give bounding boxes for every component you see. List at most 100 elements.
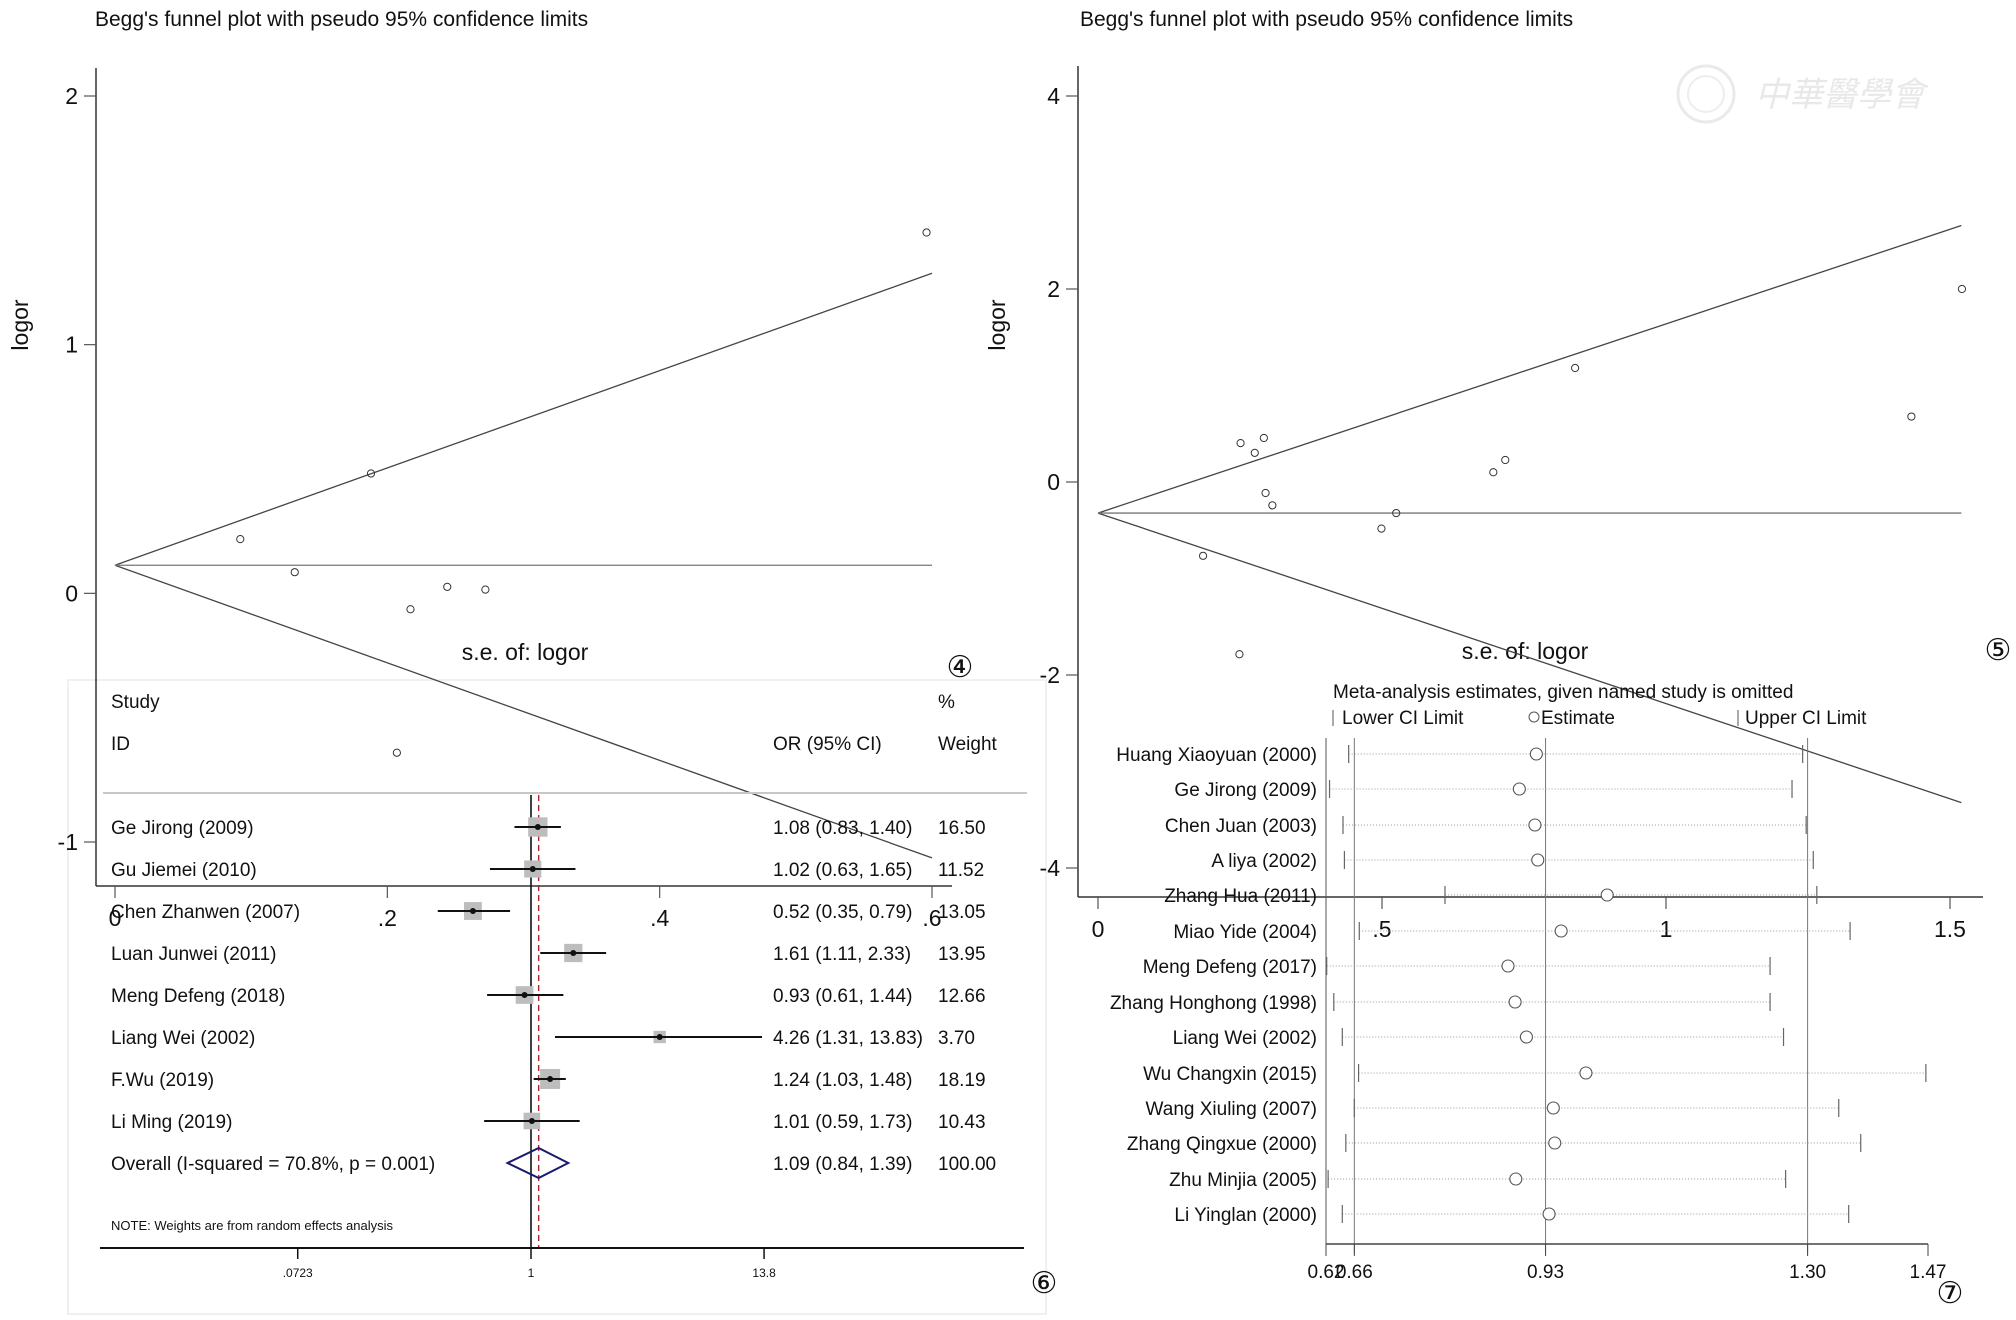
lower-confidence-limit xyxy=(1097,512,1962,804)
estimate-marker xyxy=(1512,782,1526,796)
study-or-ci: 0.93 (0.61, 1.44) xyxy=(773,986,912,1007)
study-point xyxy=(1489,468,1498,477)
study-name: Gu Jiemei (2010) xyxy=(111,860,257,881)
study-or-ci: 4.26 (1.31, 13.83) xyxy=(773,1028,923,1049)
seal-inner-ring xyxy=(1687,75,1725,113)
omitted-study-name: Chen Juan (2003) xyxy=(1165,816,1317,837)
study-or-ci: 1.02 (0.63, 1.65) xyxy=(773,860,912,881)
study-point xyxy=(1198,551,1208,560)
estimate-marker xyxy=(1600,888,1614,902)
header-study: Study xyxy=(111,692,160,713)
study-point-estimate xyxy=(529,866,536,872)
y-tick-label: -4 xyxy=(1040,855,1061,881)
study-point xyxy=(481,585,490,594)
footnote: NOTE: Weights are from random effects an… xyxy=(111,1218,394,1233)
funnel-plot-4: Begg's funnel plot with pseudo 95% confi… xyxy=(7,8,973,931)
omitted-study-name: Zhang Hua (2011) xyxy=(1164,886,1317,907)
study-or-ci: 1.01 (0.59, 1.73) xyxy=(773,1112,912,1133)
study-point xyxy=(1268,501,1277,510)
study-weight: 12.66 xyxy=(938,986,986,1007)
study-point xyxy=(1907,412,1916,421)
y-tick-label: -1 xyxy=(58,829,78,855)
study-point xyxy=(290,568,299,577)
study-point xyxy=(1501,455,1510,465)
y-tick-label: 2 xyxy=(1047,276,1060,302)
estimate-marker xyxy=(1542,1207,1556,1221)
study-point xyxy=(1377,524,1386,533)
header-percent: % xyxy=(938,692,955,713)
study-or-ci: 1.08 (0.83, 1.40) xyxy=(773,818,912,839)
legend-estimate-marker xyxy=(1528,711,1540,723)
x-tick-label: 1 xyxy=(528,1266,535,1280)
legend-lower-label: Lower CI Limit xyxy=(1342,708,1464,729)
overall-weight: 100.00 xyxy=(938,1154,996,1175)
overall-diamond xyxy=(505,1146,571,1180)
x-tick-label: 0.62 xyxy=(1308,1262,1345,1283)
overall-or-ci: 1.09 (0.84, 1.39) xyxy=(773,1154,912,1175)
x-tick-label: .4 xyxy=(650,905,669,931)
x-tick-label: 1.5 xyxy=(1934,916,1966,942)
omitted-study-name: Zhang Honghong (1998) xyxy=(1110,993,1317,1014)
y-tick-label: 0 xyxy=(65,580,78,606)
omitted-study-name: Zhu Minjia (2005) xyxy=(1169,1170,1317,1191)
study-point xyxy=(392,748,401,757)
study-name: Li Ming (2019) xyxy=(111,1112,232,1133)
study-point-estimate xyxy=(656,1034,663,1040)
estimate-marker xyxy=(1529,747,1543,761)
study-point xyxy=(922,228,931,237)
study-name: Meng Defeng (2018) xyxy=(111,986,285,1007)
forest-panel-frame xyxy=(67,679,1047,1315)
study-point xyxy=(1259,433,1268,443)
study-or-ci: 0.52 (0.35, 0.79) xyxy=(773,902,912,923)
study-weight: 18.19 xyxy=(938,1070,986,1091)
study-point-estimate xyxy=(534,824,541,830)
study-point xyxy=(236,535,245,544)
x-tick-label: 0 xyxy=(109,905,122,931)
study-point xyxy=(1236,439,1245,448)
study-name: Liang Wei (2002) xyxy=(111,1028,255,1049)
estimate-marker xyxy=(1554,924,1568,938)
study-weight: 13.05 xyxy=(938,902,986,923)
study-name: Ge Jirong (2009) xyxy=(111,818,254,839)
x-tick-label: 13.8 xyxy=(752,1266,776,1280)
study-weight: 13.95 xyxy=(938,944,986,965)
association-seal-icon xyxy=(1676,64,1736,124)
panel-number-6: ⑥ xyxy=(1031,1266,1058,1301)
header-weight: Weight xyxy=(938,734,998,755)
study-point xyxy=(406,605,415,614)
study-weight: 10.43 xyxy=(938,1112,986,1133)
study-name: Chen Zhanwen (2007) xyxy=(111,902,300,923)
study-point-estimate xyxy=(469,908,476,914)
forest-plot-6: Study ID OR (95% CI) % Weight NOTE: Weig… xyxy=(100,692,1057,1301)
panel-number-5: ⑤ xyxy=(1985,633,2012,668)
watermark-text: 中華醫學會 xyxy=(1755,75,1930,115)
lower-confidence-limit xyxy=(114,564,933,859)
study-point xyxy=(366,469,376,478)
omitted-study-name: Miao Yide (2004) xyxy=(1173,922,1317,943)
x-tick-label: 0.93 xyxy=(1527,1262,1564,1283)
study-or-ci: 1.24 (1.03, 1.48) xyxy=(773,1070,912,1091)
x-tick-label: 0.66 xyxy=(1336,1262,1373,1283)
chart-title: Meta-analysis estimates, given named stu… xyxy=(1333,682,1793,703)
estimate-marker xyxy=(1546,1101,1560,1115)
study-name: F.Wu (2019) xyxy=(111,1070,214,1091)
y-tick-label: 4 xyxy=(1047,83,1060,109)
y-tick-label: 0 xyxy=(1047,469,1060,495)
study-point xyxy=(1250,448,1259,457)
chart-title: Begg's funnel plot with pseudo 95% confi… xyxy=(1080,8,1573,31)
panel-number-7: ⑦ xyxy=(1937,1276,1964,1311)
study-weight: 16.50 xyxy=(938,818,986,839)
study-or-ci: 1.61 (1.11, 2.33) xyxy=(773,944,911,965)
study-point xyxy=(443,582,452,591)
legend-upper-label: Upper CI Limit xyxy=(1745,708,1867,729)
estimate-marker xyxy=(1531,853,1545,867)
y-axis-label: logor xyxy=(984,299,1010,350)
study-point-estimate xyxy=(570,950,577,956)
panel-number-4: ④ xyxy=(947,650,974,685)
y-tick-label: -2 xyxy=(1040,662,1060,688)
x-tick-label: .0723 xyxy=(283,1266,313,1280)
study-point-estimate xyxy=(547,1076,554,1082)
omitted-study-name: Wu Changxin (2015) xyxy=(1143,1064,1317,1085)
y-tick-label: 1 xyxy=(65,332,78,358)
